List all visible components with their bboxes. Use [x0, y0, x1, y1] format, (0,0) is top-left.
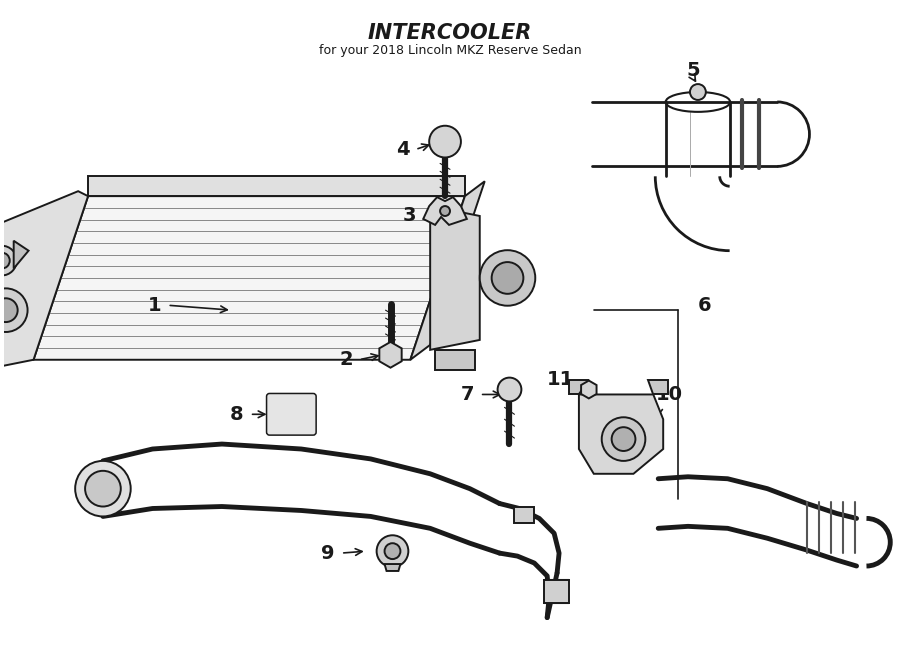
Polygon shape — [14, 241, 29, 269]
Circle shape — [0, 289, 28, 332]
Circle shape — [0, 246, 17, 275]
Polygon shape — [0, 191, 88, 367]
Polygon shape — [515, 506, 535, 524]
Circle shape — [602, 417, 645, 461]
Circle shape — [690, 84, 706, 100]
Circle shape — [0, 253, 10, 269]
Polygon shape — [384, 564, 400, 571]
Text: 8: 8 — [230, 404, 244, 424]
Text: 11: 11 — [546, 370, 574, 389]
Polygon shape — [379, 342, 401, 367]
Text: 4: 4 — [396, 140, 410, 159]
Polygon shape — [569, 379, 589, 395]
Circle shape — [429, 126, 461, 158]
Circle shape — [384, 544, 400, 559]
Text: 9: 9 — [321, 544, 335, 563]
Polygon shape — [430, 206, 480, 350]
Circle shape — [498, 377, 521, 401]
Circle shape — [440, 206, 450, 216]
Text: INTERCOOLER: INTERCOOLER — [368, 23, 532, 42]
Text: 7: 7 — [460, 385, 473, 404]
Polygon shape — [88, 176, 465, 196]
Text: 5: 5 — [686, 61, 700, 79]
Polygon shape — [544, 580, 569, 602]
Text: 1: 1 — [148, 296, 161, 314]
Circle shape — [0, 299, 18, 322]
Circle shape — [480, 250, 536, 306]
Polygon shape — [435, 350, 475, 369]
Circle shape — [376, 536, 409, 567]
Polygon shape — [579, 395, 663, 474]
Text: 2: 2 — [339, 350, 353, 369]
Text: 6: 6 — [698, 296, 712, 314]
FancyBboxPatch shape — [266, 393, 316, 435]
Circle shape — [76, 461, 130, 516]
Text: 3: 3 — [403, 207, 417, 226]
Polygon shape — [410, 181, 485, 359]
Circle shape — [491, 262, 524, 294]
Circle shape — [86, 471, 121, 506]
Polygon shape — [423, 197, 467, 225]
Circle shape — [612, 427, 635, 451]
Polygon shape — [648, 379, 668, 395]
Text: 10: 10 — [656, 385, 683, 404]
Text: for your 2018 Lincoln MKZ Reserve Sedan: for your 2018 Lincoln MKZ Reserve Sedan — [319, 44, 581, 58]
Polygon shape — [33, 196, 465, 359]
Polygon shape — [581, 381, 597, 399]
